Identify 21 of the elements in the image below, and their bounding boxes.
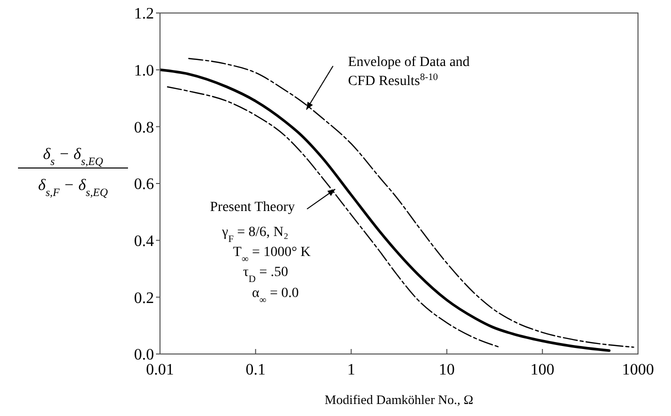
- x-tick-label: 1: [347, 361, 356, 378]
- annotation: τ$_{D}$ = .50: [243, 265, 288, 284]
- y-tick-label: 0.2: [134, 290, 154, 307]
- x-tick-label: 1000: [622, 361, 654, 378]
- y-tick-label: 0.4: [134, 233, 154, 250]
- y-tick-label: 0.0: [134, 346, 154, 364]
- text: δ$_{s}$ − δ$_{s,EQ}$ δ$_{s,F}$ − δ$_{s,EQ}$: [38, 146, 108, 199]
- x-tick-label: 100: [530, 361, 554, 378]
- annotation: T$_{∞}$ = 1000° K: [233, 245, 311, 264]
- y-tick-label: 1.2: [134, 6, 154, 23]
- x-tick-label: 0.01: [146, 361, 174, 378]
- annotation: Present Theory: [210, 200, 295, 215]
- x-tick-label: 0.1: [246, 361, 266, 378]
- x-axis-title: Modified Damköhler No., Ω: [324, 392, 474, 407]
- annotation: γ$_{F}$ = 8/6, N₂: [221, 225, 289, 244]
- annotation: Envelope of Data and CFD Results$^{8-10}$: [348, 55, 470, 89]
- y-tick-label: 0.6: [134, 176, 154, 194]
- annotation: α$_{∞}$ = 0.0: [252, 286, 299, 306]
- x-tick-label: 10: [438, 361, 455, 378]
- y-tick-label: 0.8: [134, 119, 154, 136]
- y-tick-label: 1.0: [134, 62, 154, 80]
